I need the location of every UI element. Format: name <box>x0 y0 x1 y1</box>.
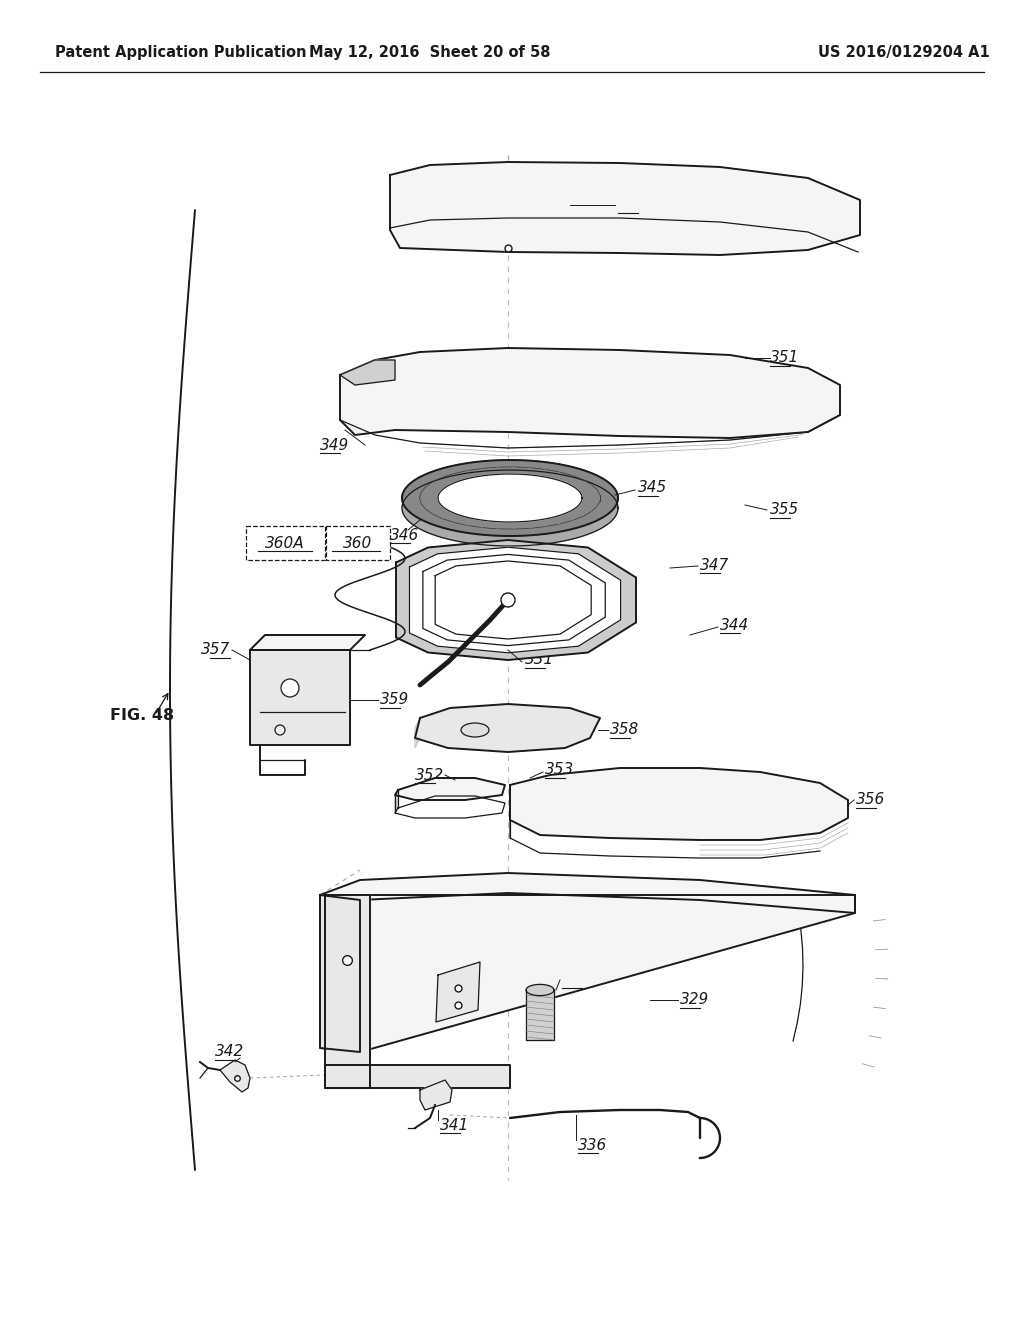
Text: Patent Application Publication: Patent Application Publication <box>55 45 306 59</box>
Text: 344: 344 <box>720 618 750 632</box>
Text: 359: 359 <box>380 693 410 708</box>
Polygon shape <box>415 704 600 752</box>
Text: 360: 360 <box>343 536 373 550</box>
Circle shape <box>281 678 299 697</box>
Polygon shape <box>415 718 420 748</box>
Text: 358: 358 <box>610 722 639 738</box>
Polygon shape <box>250 649 350 744</box>
Polygon shape <box>423 554 605 645</box>
Text: US 2016/0129204 A1: US 2016/0129204 A1 <box>818 45 990 59</box>
Circle shape <box>275 725 285 735</box>
Polygon shape <box>396 540 636 660</box>
Polygon shape <box>420 1080 452 1110</box>
Text: 342: 342 <box>215 1044 245 1060</box>
Text: 330: 330 <box>618 198 647 213</box>
Text: FIG. 48: FIG. 48 <box>110 708 174 722</box>
Polygon shape <box>220 1060 250 1092</box>
Text: 349: 349 <box>319 437 349 453</box>
Polygon shape <box>435 561 591 639</box>
Polygon shape <box>319 895 360 1052</box>
Polygon shape <box>436 962 480 1022</box>
Text: 331: 331 <box>525 652 554 668</box>
Text: 360A: 360A <box>265 536 305 550</box>
Text: 345: 345 <box>638 480 668 495</box>
Polygon shape <box>410 548 621 653</box>
Text: 353: 353 <box>545 763 574 777</box>
Polygon shape <box>395 789 398 813</box>
Text: 355: 355 <box>770 503 800 517</box>
Circle shape <box>501 593 515 607</box>
Polygon shape <box>438 474 582 521</box>
Text: 357: 357 <box>201 643 230 657</box>
Polygon shape <box>402 470 618 546</box>
Text: 352: 352 <box>415 767 444 783</box>
Polygon shape <box>319 873 855 913</box>
Text: 336: 336 <box>578 1138 607 1152</box>
FancyBboxPatch shape <box>246 525 325 560</box>
Polygon shape <box>319 895 855 1052</box>
Polygon shape <box>402 459 618 536</box>
Text: 328: 328 <box>562 973 591 987</box>
Polygon shape <box>250 635 365 649</box>
FancyBboxPatch shape <box>326 525 390 560</box>
Ellipse shape <box>461 723 489 737</box>
Polygon shape <box>526 990 554 1040</box>
Polygon shape <box>390 162 860 255</box>
Text: 329: 329 <box>680 993 710 1007</box>
Text: 341: 341 <box>440 1118 469 1133</box>
Text: 351: 351 <box>770 351 800 366</box>
Text: 356: 356 <box>856 792 886 808</box>
Text: 346: 346 <box>390 528 419 543</box>
Polygon shape <box>340 348 840 438</box>
Text: 347: 347 <box>700 557 729 573</box>
Polygon shape <box>340 360 395 385</box>
Polygon shape <box>325 1065 510 1088</box>
Polygon shape <box>510 768 848 840</box>
Polygon shape <box>526 985 554 995</box>
Text: May 12, 2016  Sheet 20 of 58: May 12, 2016 Sheet 20 of 58 <box>309 45 551 59</box>
Polygon shape <box>395 777 505 800</box>
Polygon shape <box>325 895 370 1088</box>
